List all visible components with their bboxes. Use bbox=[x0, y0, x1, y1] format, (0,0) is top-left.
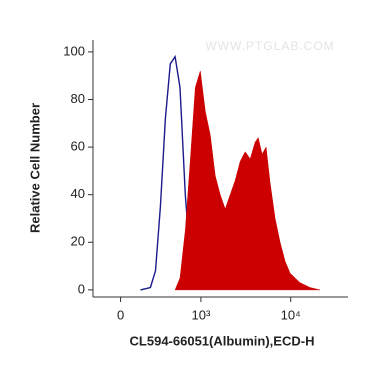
y-tick-label: 0 bbox=[78, 281, 85, 296]
watermark: WWW.PTGLAB.COM bbox=[205, 39, 334, 53]
y-tick-label: 100 bbox=[63, 43, 85, 58]
y-axis-label: Relative Cell Number bbox=[27, 103, 42, 233]
x-tick-label: 10⁴ bbox=[281, 307, 301, 322]
y-tick-label: 20 bbox=[71, 234, 85, 249]
y-tick-label: 80 bbox=[71, 91, 85, 106]
x-axis-label: CL594-66051(Albumin),ECD-H bbox=[130, 333, 315, 348]
x-tick-label: 0 bbox=[117, 307, 124, 322]
x-tick-label: 10³ bbox=[192, 307, 211, 322]
histogram-area bbox=[174, 70, 320, 291]
y-tick-label: 60 bbox=[71, 139, 85, 154]
y-tick-label: 40 bbox=[71, 186, 85, 201]
